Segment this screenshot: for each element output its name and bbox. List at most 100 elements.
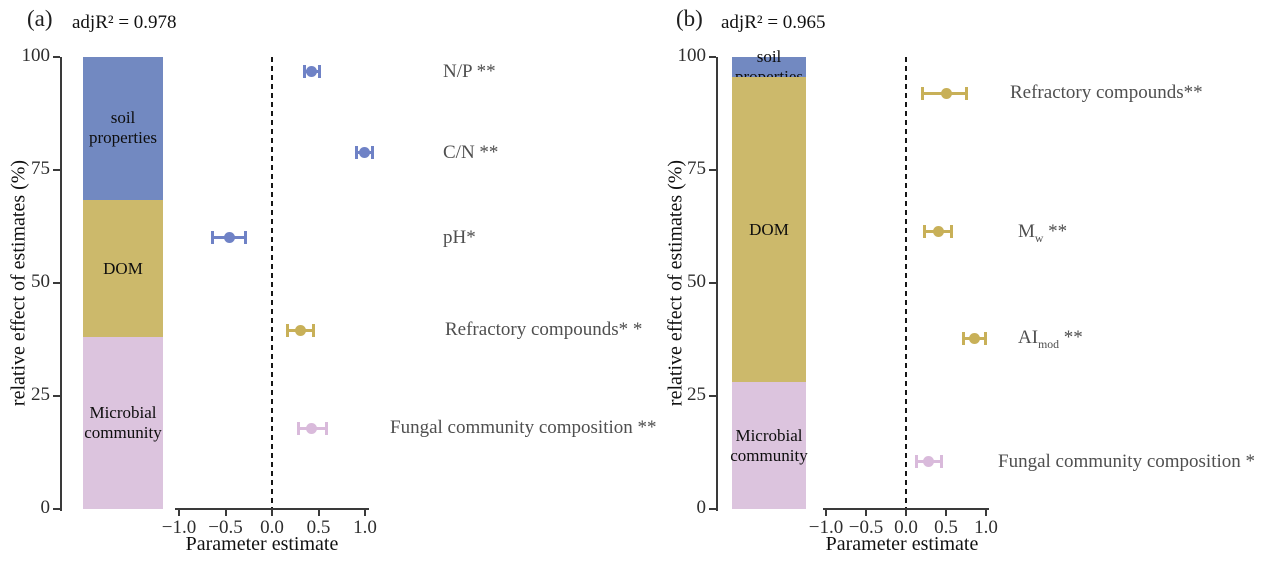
bar-segment-microbial-community xyxy=(83,337,163,509)
x-axis-tick-label: 1.0 xyxy=(353,517,377,538)
panel-a-adj-r2: adjR² = 0.978 xyxy=(72,12,177,33)
zero-reference-line xyxy=(905,57,907,508)
error-bar-cap-left-ph xyxy=(210,231,214,245)
y-axis-tick-label: 75 xyxy=(31,158,50,179)
estimate-point-aimod xyxy=(968,332,980,344)
x-axis-tick xyxy=(317,510,320,516)
x-axis-tick xyxy=(224,510,227,516)
y-axis-tick xyxy=(709,282,716,284)
y-axis-tick-label: 50 xyxy=(31,271,50,292)
y-axis-tick xyxy=(53,508,60,510)
y-axis-tick-label: 100 xyxy=(21,45,51,66)
estimate-point-refractory-compounds xyxy=(940,87,952,99)
estimate-label-n-p: N/P ** xyxy=(443,60,496,82)
panel-b-x-axis-title: Parameter estimate xyxy=(825,533,979,555)
bar-segment-dom xyxy=(83,199,163,338)
x-axis-tick-label: 0.0 xyxy=(894,517,918,538)
panel-a-x-axis-title: Parameter estimate xyxy=(185,533,339,555)
error-bar-cap-right-aimod xyxy=(984,331,987,345)
error-bar-cap-right-n-p xyxy=(318,65,322,79)
y-axis-tick xyxy=(53,282,60,284)
bar-segment-label-soil-properties: soil properties xyxy=(89,108,157,148)
y-axis-tick xyxy=(709,56,716,58)
error-bar-cap-left-aimod xyxy=(961,331,965,345)
x-axis-tick-label: 0.5 xyxy=(934,517,958,538)
x-axis-tick-label: −1.0 xyxy=(808,517,844,538)
y-axis-tick-label: 50 xyxy=(687,271,706,292)
error-bar-cap-left-fungal-community-composition xyxy=(297,421,301,435)
x-axis-tick-label: −1.0 xyxy=(161,517,197,538)
y-axis-tick-label: 0 xyxy=(40,497,51,518)
error-bar-cap-right-c-n xyxy=(371,146,375,160)
estimate-label-refractory-compounds: Refractory compounds** xyxy=(1010,82,1203,104)
x-axis-tick xyxy=(865,510,867,516)
x-axis-tick-label: −0.5 xyxy=(208,517,243,538)
error-bar-cap-left-n-p xyxy=(302,65,306,79)
error-bar-cap-left-fungal-community-composition xyxy=(915,455,919,469)
bar-segment-soil-properties xyxy=(732,57,806,78)
y-axis-tick xyxy=(709,169,716,171)
estimate-point-n-p xyxy=(306,66,318,78)
bar-segment-soil-properties xyxy=(83,57,163,200)
y-axis-tick-label: 25 xyxy=(687,384,706,405)
error-bar-cap-right-fungal-community-composition xyxy=(940,455,943,469)
estimate-label-aimod: AImod ** xyxy=(1018,327,1083,351)
estimate-point-refractory-compounds xyxy=(295,324,307,336)
estimate-label-fungal-community-composition: Fungal community composition * xyxy=(998,450,1256,472)
error-bar-cap-left-refractory-compounds xyxy=(921,86,924,100)
x-axis-line xyxy=(175,508,369,510)
x-axis-tick-label: 0.5 xyxy=(306,517,331,538)
y-axis-tick xyxy=(709,395,716,397)
y-axis-tick xyxy=(53,56,60,58)
error-bar-cap-right-fungal-community-composition xyxy=(324,421,328,435)
error-bar-cap-left-mw xyxy=(923,225,927,239)
y-axis-tick-label: 100 xyxy=(677,45,707,66)
x-axis-tick xyxy=(905,510,907,516)
error-bar-cap-right-refractory-compounds xyxy=(964,86,968,100)
bar-segment-dom xyxy=(732,77,806,383)
y-axis-line xyxy=(60,57,62,511)
x-axis-tick xyxy=(985,510,987,516)
estimate-label-refractory-compounds: Refractory compounds* * xyxy=(445,319,643,340)
bar-segment-label-microbial-community: Microbial community xyxy=(730,425,808,465)
bar-segment-label-soil-properties: soil properties xyxy=(735,47,803,86)
error-bar-cap-right-ph xyxy=(243,231,247,245)
zero-reference-line xyxy=(271,57,273,508)
estimate-label-mw: Mw ** xyxy=(1018,220,1068,245)
error-bar-cap-left-refractory-compounds xyxy=(285,323,289,337)
bar-segment-label-dom: DOM xyxy=(749,219,789,239)
x-axis-tick-label: 1.0 xyxy=(974,517,998,538)
error-bar-cap-left-c-n xyxy=(354,146,358,160)
y-axis-tick-label: 75 xyxy=(687,158,706,179)
y-axis-tick-label: 0 xyxy=(696,497,707,518)
x-axis-tick xyxy=(271,510,273,516)
x-axis-tick xyxy=(945,510,947,516)
bar-segment-microbial-community xyxy=(732,382,806,509)
bar-segment-label-microbial-community: Microbial community xyxy=(84,403,162,443)
y-axis-tick xyxy=(53,395,60,397)
panel-a-tag: (a) xyxy=(27,6,53,31)
estimate-point-ph xyxy=(223,232,235,244)
bar-segment-label-dom: DOM xyxy=(103,258,143,278)
error-bar-cap-right-refractory-compounds xyxy=(311,323,315,337)
estimate-label-c-n: C/N ** xyxy=(443,141,499,163)
error-bar-cap-right-mw xyxy=(950,225,954,239)
estimate-point-fungal-community-composition xyxy=(922,456,934,468)
estimate-label-ph: pH* xyxy=(443,226,476,248)
estimate-point-mw xyxy=(932,226,944,238)
x-axis-line xyxy=(822,508,990,510)
x-axis-tick-label: −0.5 xyxy=(848,517,884,538)
x-axis-tick xyxy=(178,510,180,516)
y-axis-tick xyxy=(53,169,60,171)
estimate-point-fungal-community-composition xyxy=(305,422,317,434)
panel-b-adj-r2: adjR² = 0.965 xyxy=(721,12,826,33)
panel-b-tag: (b) xyxy=(676,6,703,31)
y-axis-line xyxy=(716,57,718,511)
y-axis-tick-label: 25 xyxy=(31,384,50,405)
estimate-point-c-n xyxy=(358,147,370,159)
x-axis-tick xyxy=(364,510,366,516)
x-axis-tick xyxy=(825,510,827,516)
x-axis-tick-label: 0.0 xyxy=(260,517,284,538)
estimate-label-fungal-community-composition: Fungal community composition ** xyxy=(390,417,657,439)
